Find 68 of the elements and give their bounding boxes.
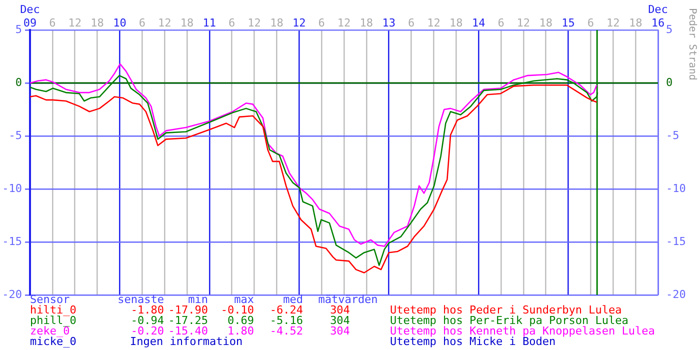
x-tick-label: 6 (318, 16, 325, 30)
text: Peder Strand (686, 8, 698, 80)
y-tick-label: -5 (8, 128, 22, 142)
annotation: senaste (118, 292, 164, 306)
x-tick-label: 12 (516, 16, 530, 30)
text: -4.52 (270, 324, 303, 338)
text: 0.69 (228, 314, 254, 327)
annotation: mätvärden (318, 292, 378, 306)
x-tick-label: 15 (562, 16, 575, 30)
x-tick-label: 12 (337, 16, 351, 30)
x-tick-label: 6 (49, 16, 56, 30)
x-tick-label: 12 (606, 16, 620, 30)
text: phill_0 (30, 314, 76, 327)
text: hilti_0 (30, 303, 76, 316)
annotation: max (234, 292, 254, 306)
x-tick-label: 12 (427, 16, 440, 30)
x-tick-label: 10 (113, 16, 126, 30)
text: micke_0 (30, 334, 76, 348)
x-tick-label: 18 (180, 16, 194, 30)
x-tick-label: 12 (248, 16, 261, 30)
x-tick-label: 18 (450, 16, 463, 30)
x-tick-label: 18 (628, 16, 642, 30)
text: -15.40 (168, 324, 208, 338)
text: -17.25 (168, 314, 208, 327)
annotation: med (283, 292, 303, 306)
y-tick-label: 0 (15, 76, 22, 89)
x-tick-label: 14 (472, 16, 486, 30)
text: -17.90 (168, 303, 208, 316)
text: 1.80 (228, 324, 254, 338)
text: 304 (330, 303, 350, 316)
y2-tick-label: -15 (666, 234, 686, 248)
x-tick-label: 18 (90, 16, 104, 30)
x-tick-label: 18 (270, 16, 284, 30)
text: -0.20 (130, 324, 164, 338)
y2-tick-label: 5 (666, 22, 673, 36)
x-tick-label: 6 (587, 16, 594, 30)
text: Utetemp hos Peder i Sunderbyn Lulea (390, 303, 622, 316)
x-tick-label: Dec 16 (648, 3, 668, 30)
x-tick-label: 12 (292, 16, 306, 30)
text: -0.10 (220, 303, 254, 316)
text: 304 (330, 314, 350, 327)
x-tick-label: 18 (360, 16, 374, 30)
text: -0.94 (130, 314, 164, 327)
x-tick-label: 12 (158, 16, 172, 30)
annotation: min (188, 292, 208, 306)
y-tick-label: -15 (2, 234, 22, 248)
x-tick-label: 6 (498, 16, 504, 30)
x-tick-label: 11 (202, 16, 216, 30)
y2-tick-label: -20 (666, 288, 686, 301)
text: -1.80 (130, 303, 164, 316)
y-tick-label: -20 (2, 288, 22, 301)
text: 304 (330, 324, 350, 338)
y2-tick-label: 0 (666, 76, 673, 89)
x-tick-label: Dec 09 (20, 3, 40, 30)
y2-tick-label: -10 (666, 182, 686, 195)
text: -5.16 (270, 314, 303, 327)
x-tick-label: 6 (138, 16, 146, 30)
x-tick-label: 6 (228, 16, 236, 30)
y-tick-label: -10 (2, 182, 22, 195)
x-tick-label: 13 (382, 16, 396, 30)
text: -6.24 (270, 303, 304, 316)
y2-tick-label: -5 (666, 128, 680, 142)
text: Ingen information (130, 334, 243, 348)
y-tick-label: 5 (15, 22, 22, 36)
x-tick-label: 6 (408, 16, 415, 30)
x-tick-label: 12 (68, 16, 82, 30)
x-tick-label: 18 (539, 16, 552, 30)
annotation: Sensor (30, 292, 70, 306)
